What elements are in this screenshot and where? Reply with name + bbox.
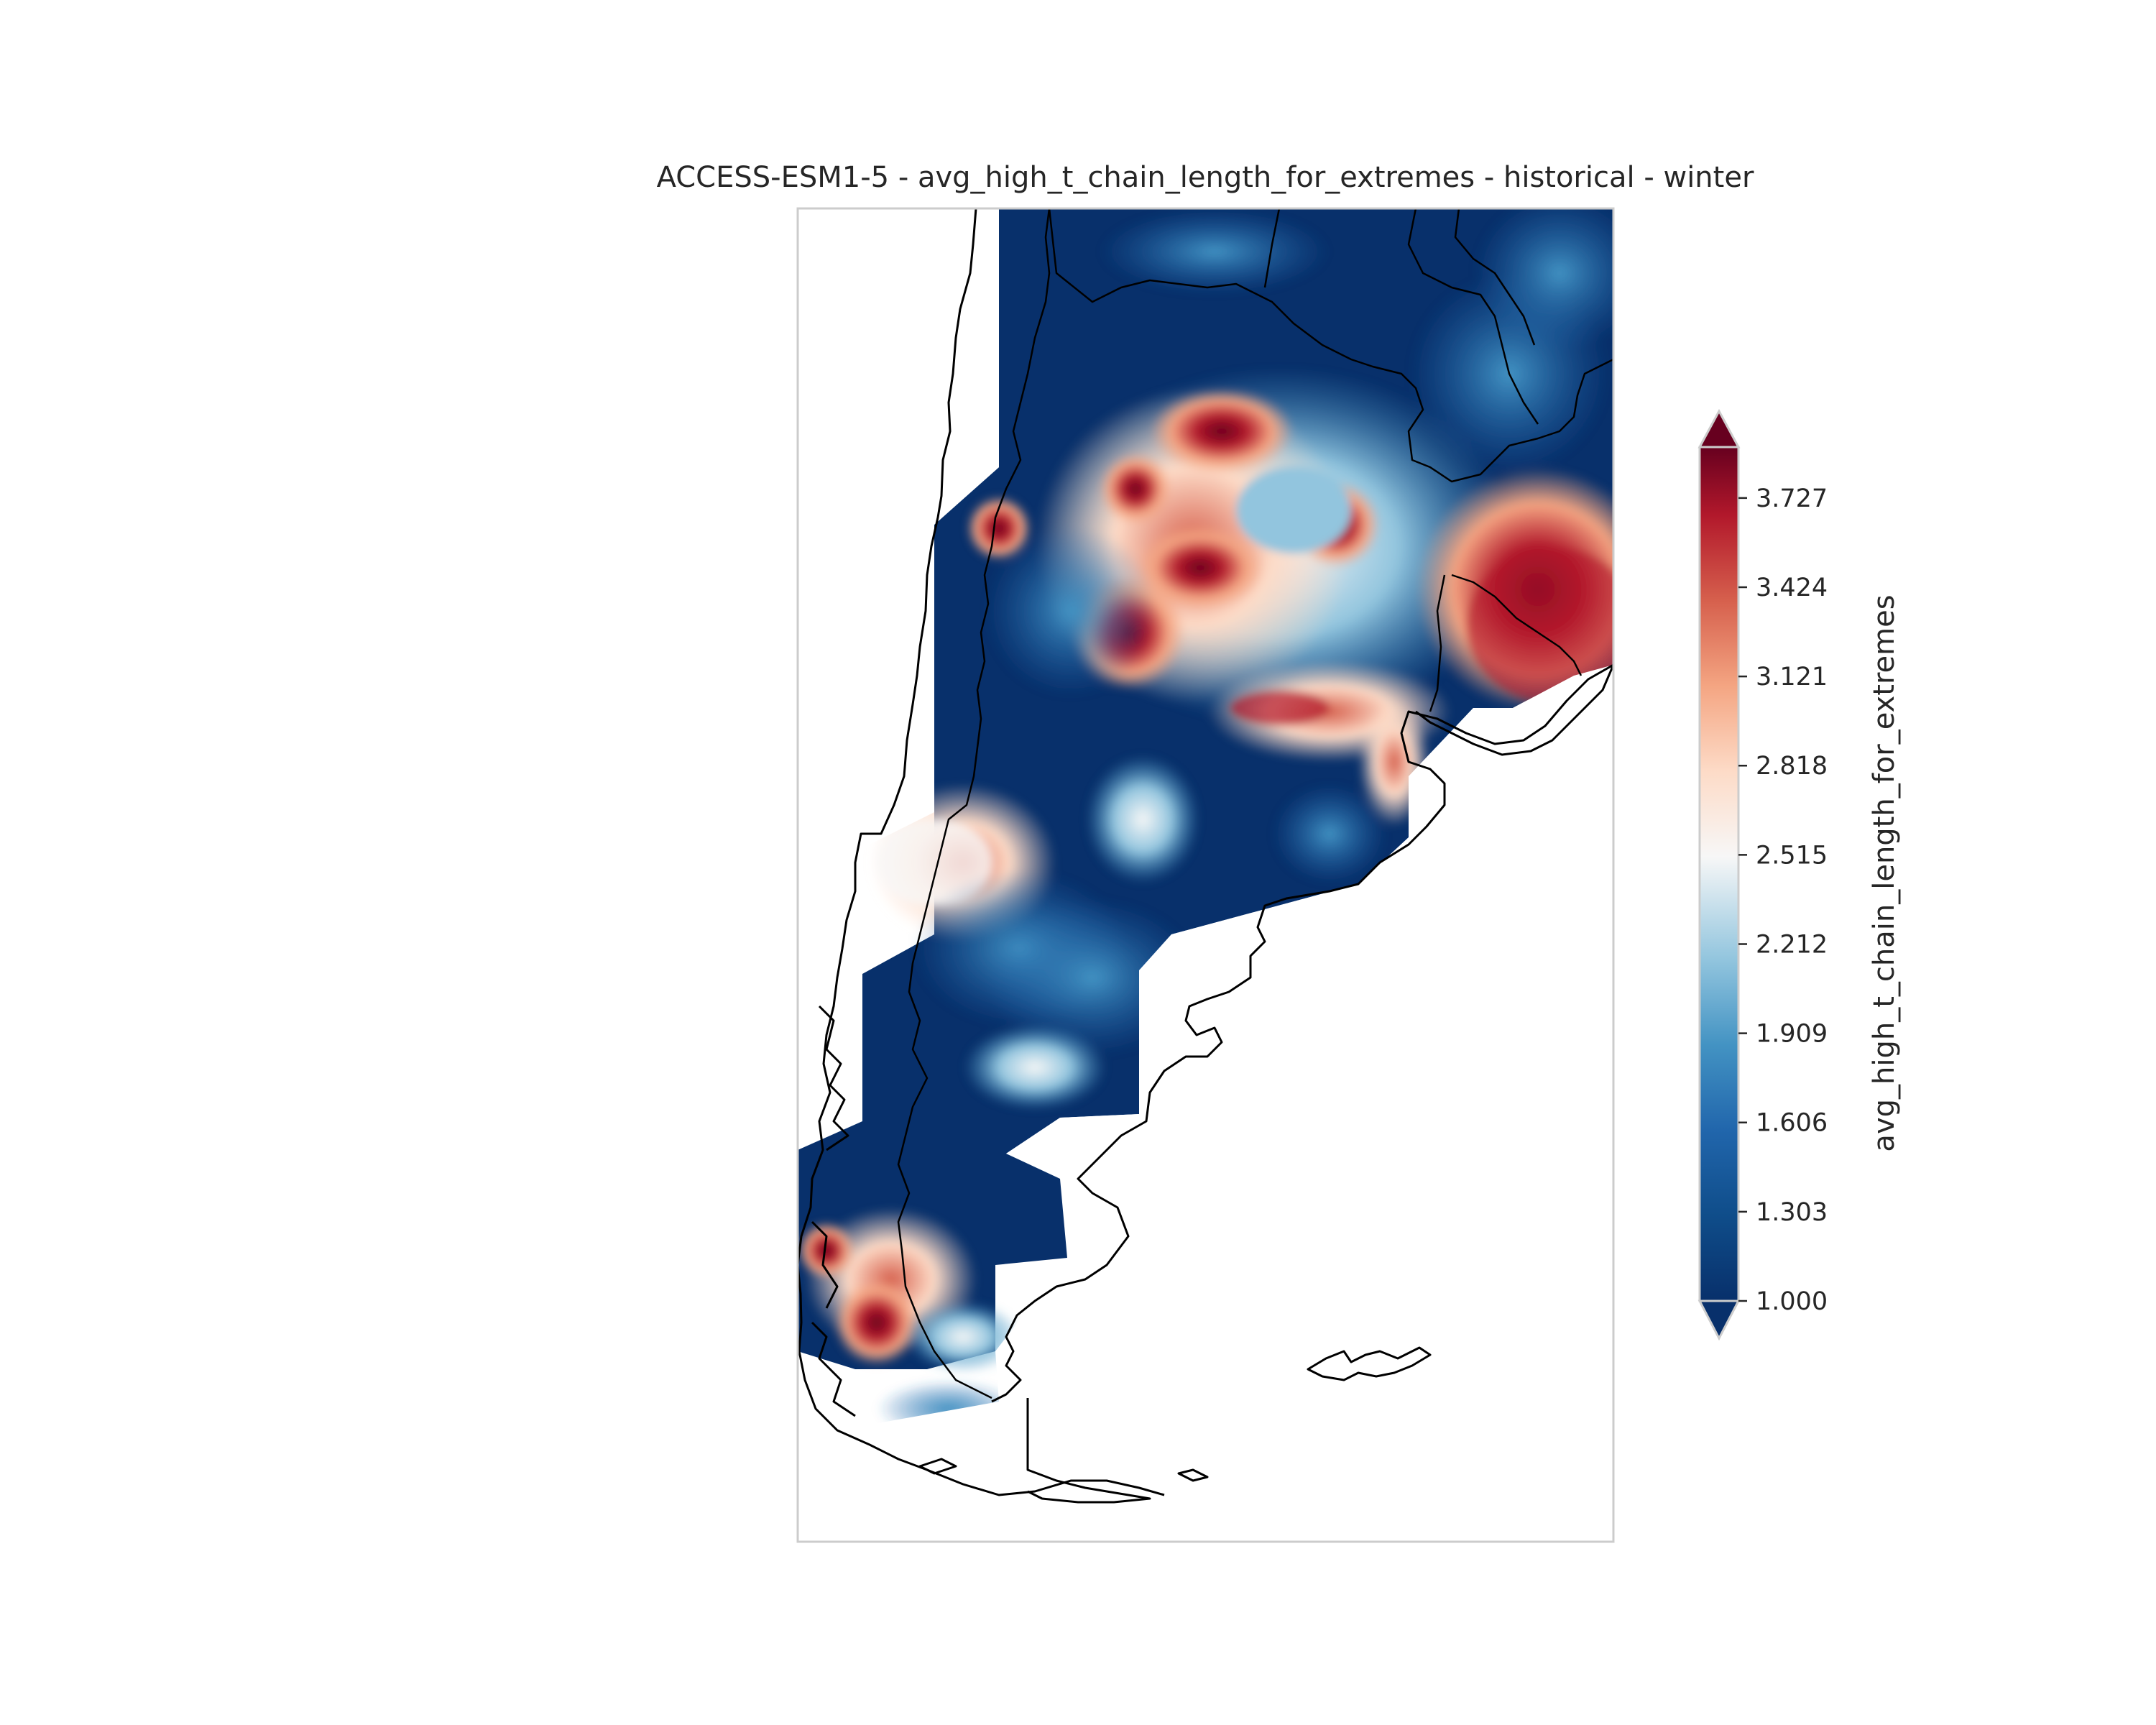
colorbar-bottom-extend [1697, 1300, 1741, 1341]
colorbar-tick-label: 2.515 [1756, 841, 1828, 870]
map-frame [796, 207, 1615, 1543]
coastlines [798, 208, 1613, 1504]
colorbar-tick-label: 3.121 [1756, 663, 1828, 691]
colorbar-tick-label: 1.303 [1756, 1198, 1828, 1227]
colorbar-tick-label: 1.606 [1756, 1109, 1828, 1138]
northern-borders [1048, 208, 1613, 483]
colorbar-top-extend [1697, 408, 1741, 448]
atlantic-coastline [991, 663, 1613, 1403]
colorbar-tick-label: 3.424 [1756, 574, 1828, 602]
argentina-chile-border [897, 208, 1051, 1399]
colorbar: 1.000 1.303 1.606 1.909 2.212 2.515 2.818 3.121… [1697, 408, 1901, 1341]
colorbar-tick-label: 3.727 [1756, 484, 1828, 513]
tierra-del-fuego [1026, 1398, 1151, 1504]
map-title: ACCESS-ESM1-5 - avg_high_t_chain_length_… [657, 161, 1754, 194]
colorbar-tick-label: 1.909 [1756, 1020, 1828, 1049]
colorbar-tick-label: 1.000 [1756, 1287, 1828, 1316]
chile-fjords [811, 1005, 856, 1417]
brazil-border [1454, 208, 1536, 346]
uruguay-border [1429, 574, 1583, 712]
pacific-coastline [798, 208, 1165, 1496]
colorbar-ticks: 1.000 1.303 1.606 1.909 2.212 2.515 2.818 3.121… [1738, 484, 1828, 1316]
country-borders [897, 208, 1613, 1399]
rio-de-la-plata [1415, 664, 1613, 756]
data-gap-mask-east [798, 665, 1613, 1542]
magellan-islands [918, 1458, 1209, 1482]
colorbar-bar [1698, 446, 1740, 1302]
colorbar-tick-label: 2.818 [1756, 752, 1828, 781]
falkland-islands [1307, 1346, 1432, 1381]
colorbar-tick-label: 2.212 [1756, 930, 1828, 959]
map-panel [798, 208, 1613, 1542]
paraguay-border [1263, 208, 1539, 425]
colorbar-label: avg_high_t_chain_length_for_extremes [1868, 594, 1901, 1151]
